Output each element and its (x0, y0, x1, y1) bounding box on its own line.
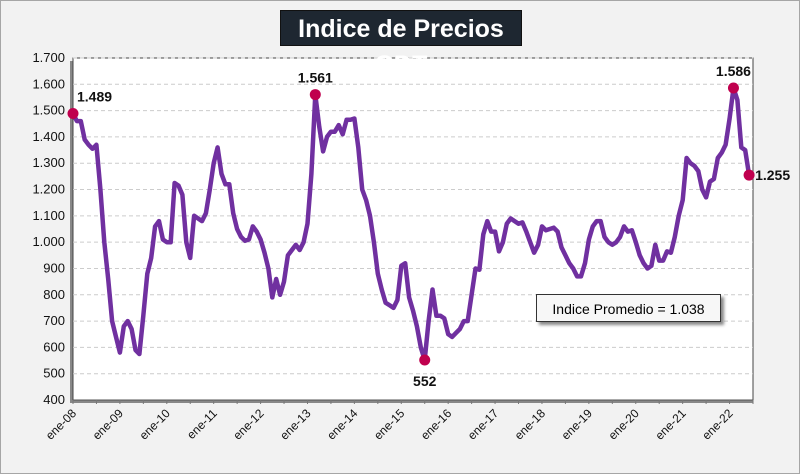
y-tick-label: 1.300 (32, 155, 65, 170)
x-tick-label: ene-16 (418, 406, 455, 443)
y-tick-label: 700 (43, 313, 65, 328)
y-tick-label: 400 (43, 392, 65, 407)
x-tick-label: ene-18 (512, 406, 549, 443)
x-tick-label: ene-22 (699, 406, 736, 443)
data-point-marker (743, 169, 755, 181)
x-tick-label: ene-13 (277, 406, 314, 443)
x-tick-label: ene-20 (606, 406, 643, 443)
plot-area (72, 57, 754, 401)
x-tick-label: ene-08 (43, 406, 80, 443)
x-tick-label: ene-11 (184, 406, 220, 442)
y-tick-label: 600 (43, 339, 65, 354)
y-tick-label: 1.600 (32, 76, 65, 91)
data-label: 1.586 (716, 63, 751, 79)
x-tick-label: ene-21 (652, 406, 689, 443)
x-tick-label: ene-19 (559, 406, 596, 443)
y-tick-label: 1.000 (32, 234, 65, 249)
x-tick-label: ene-10 (137, 406, 174, 443)
data-point-marker (419, 354, 431, 366)
y-tick-label: 1.400 (32, 129, 65, 144)
x-tick-label: ene-14 (324, 406, 361, 443)
y-tick-label: 1.100 (32, 208, 65, 223)
x-tick-label: ene-15 (371, 406, 408, 443)
y-tick-label: 1.200 (32, 182, 65, 197)
x-tick-label: ene-17 (465, 406, 502, 443)
x-tick-label: ene-12 (230, 406, 267, 443)
data-label: 1.561 (298, 70, 333, 86)
data-label: 1.255 (755, 167, 790, 183)
y-tick-label: 500 (43, 366, 65, 381)
y-tick-label: 900 (43, 260, 65, 275)
data-point-marker (727, 82, 739, 94)
y-tick-label: 1.500 (32, 103, 65, 118)
y-tick-label: 1.700 (32, 50, 65, 65)
data-point-marker (67, 108, 79, 120)
data-label: 552 (413, 373, 437, 389)
series-line (70, 85, 752, 363)
data-label: 1.489 (77, 89, 112, 105)
average-index-callout: Indice Promedio = 1.038 (536, 294, 721, 322)
data-point-marker (309, 89, 321, 101)
x-tick-label: ene-09 (90, 406, 127, 443)
y-tick-label: 800 (43, 287, 65, 302)
chart-title: Indice de Precios GDT (280, 10, 522, 79)
